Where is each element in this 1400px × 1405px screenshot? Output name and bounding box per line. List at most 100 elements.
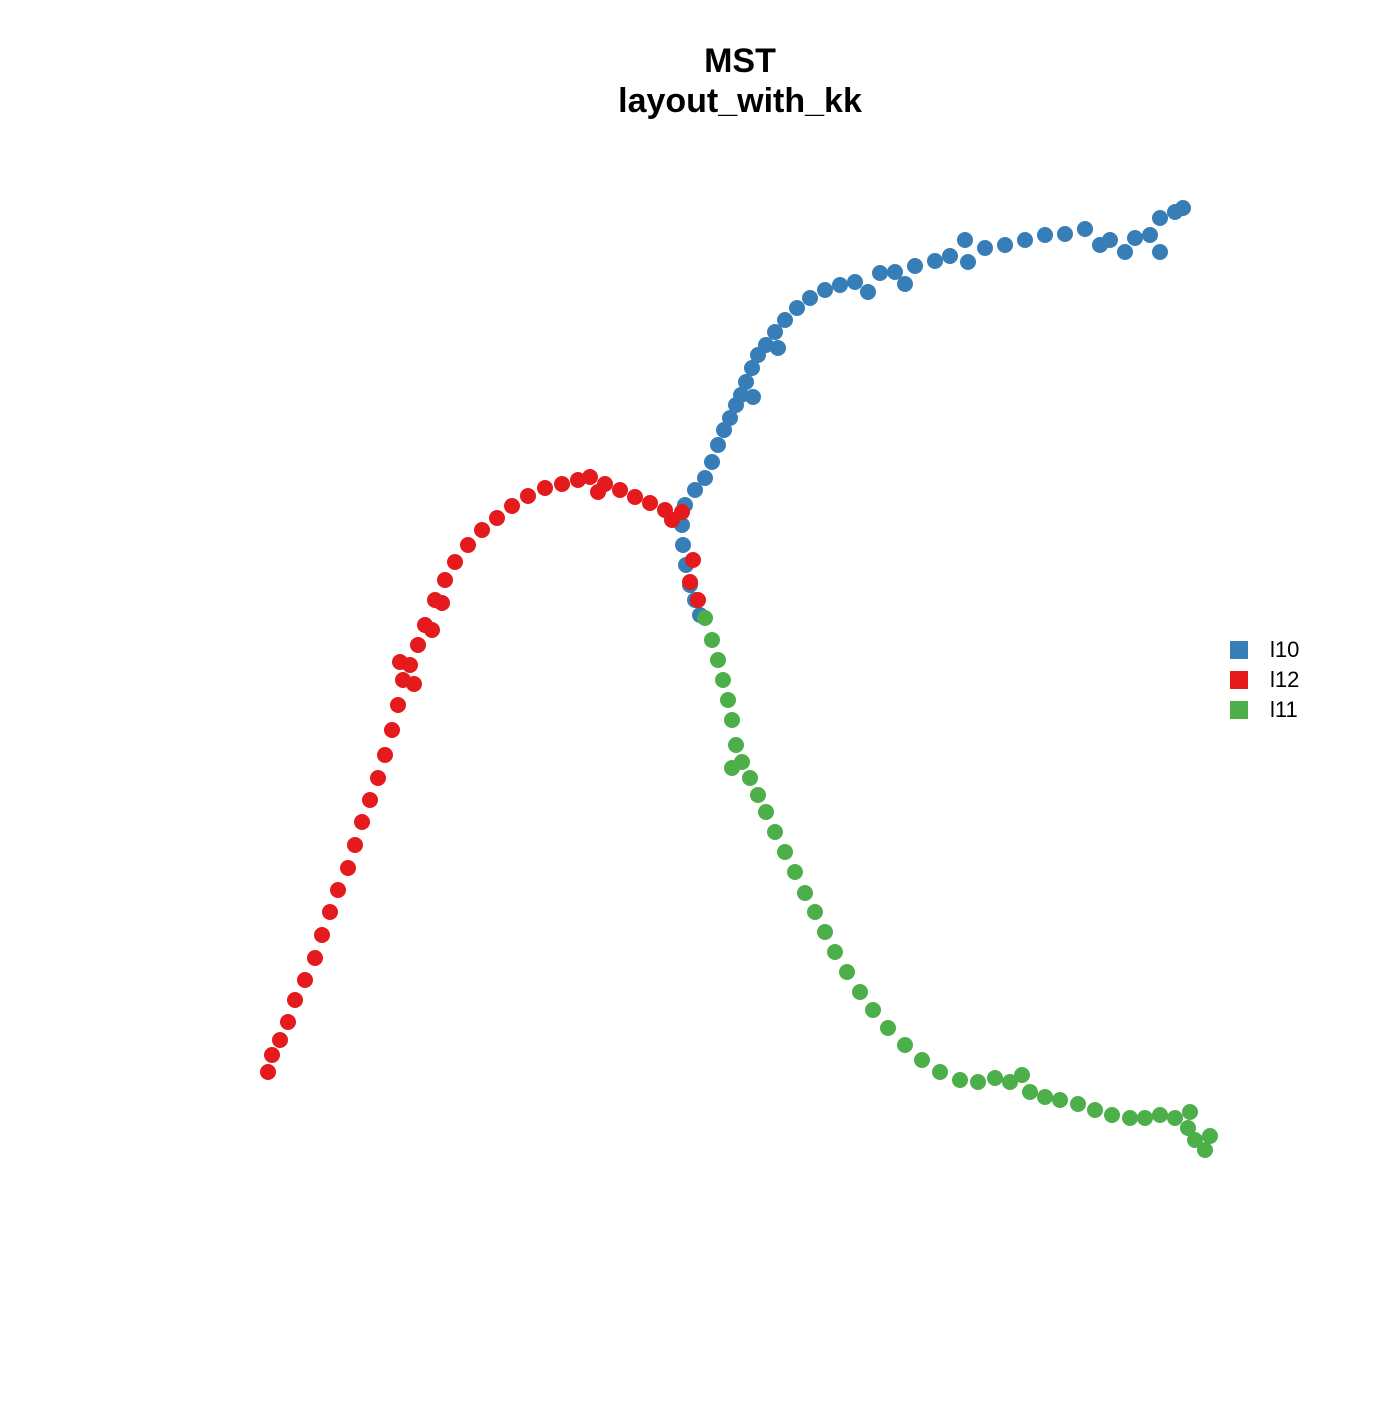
point (750, 787, 766, 803)
point (1037, 227, 1053, 243)
point (642, 495, 658, 511)
point (724, 712, 740, 728)
point (832, 277, 848, 293)
point (272, 1032, 288, 1048)
point (675, 537, 691, 553)
point (704, 454, 720, 470)
point (437, 572, 453, 588)
chart-subtitle: layout_with_kk (618, 82, 862, 120)
point (777, 844, 793, 860)
legend-swatch (1230, 641, 1248, 659)
point (340, 860, 356, 876)
point (777, 312, 793, 328)
point (1037, 1089, 1053, 1105)
point (287, 992, 303, 1008)
point (1087, 1102, 1103, 1118)
point (1180, 1120, 1196, 1136)
point (384, 722, 400, 738)
point (1104, 1107, 1120, 1123)
point (720, 692, 736, 708)
point (314, 927, 330, 943)
point (1102, 232, 1118, 248)
point (537, 480, 553, 496)
point (1167, 1110, 1183, 1126)
point (1202, 1128, 1218, 1144)
point (410, 637, 426, 653)
legend-swatch (1230, 671, 1248, 689)
point (970, 1074, 986, 1090)
point (697, 470, 713, 486)
point (1137, 1110, 1153, 1126)
point (716, 422, 732, 438)
point (597, 476, 613, 492)
point (957, 232, 973, 248)
point (1017, 232, 1033, 248)
point (722, 410, 738, 426)
point (1014, 1067, 1030, 1083)
point (733, 387, 749, 403)
point (789, 300, 805, 316)
point (434, 595, 450, 611)
point (322, 904, 338, 920)
legend-label: l12 (1270, 667, 1299, 692)
point (770, 340, 786, 356)
point (554, 476, 570, 492)
point (767, 324, 783, 340)
point (474, 522, 490, 538)
point (897, 1037, 913, 1053)
point (738, 374, 754, 390)
point (347, 837, 363, 853)
point (1002, 1074, 1018, 1090)
point (952, 1072, 968, 1088)
point (1022, 1084, 1038, 1100)
point (297, 972, 313, 988)
point (612, 482, 628, 498)
point (674, 504, 690, 520)
point (914, 1052, 930, 1068)
point (1127, 230, 1143, 246)
point (710, 652, 726, 668)
point (520, 488, 536, 504)
point (1152, 210, 1168, 226)
point (402, 657, 418, 673)
point (932, 1064, 948, 1080)
point (872, 265, 888, 281)
point (758, 804, 774, 820)
point (1057, 226, 1073, 242)
point (728, 737, 744, 753)
point (697, 610, 713, 626)
point (1117, 244, 1133, 260)
point (852, 984, 868, 1000)
legend-label: l10 (1270, 637, 1299, 662)
point (787, 864, 803, 880)
point (1070, 1096, 1086, 1112)
point (460, 537, 476, 553)
point (997, 237, 1013, 253)
point (690, 592, 706, 608)
point (767, 824, 783, 840)
point (1182, 1104, 1198, 1120)
point (447, 554, 463, 570)
point (807, 904, 823, 920)
chart-title: MST (704, 42, 776, 80)
point (887, 264, 903, 280)
point (627, 489, 643, 505)
point (377, 747, 393, 763)
point (880, 1020, 896, 1036)
point (744, 360, 760, 376)
point (1197, 1142, 1213, 1158)
point (1122, 1110, 1138, 1126)
point (489, 510, 505, 526)
point (1152, 1107, 1168, 1123)
point (827, 944, 843, 960)
legend-label: l11 (1270, 697, 1298, 722)
point (682, 574, 698, 590)
point (260, 1064, 276, 1080)
point (1152, 244, 1168, 260)
point (362, 792, 378, 808)
point (802, 290, 818, 306)
point (330, 882, 346, 898)
point (424, 622, 440, 638)
point (960, 254, 976, 270)
